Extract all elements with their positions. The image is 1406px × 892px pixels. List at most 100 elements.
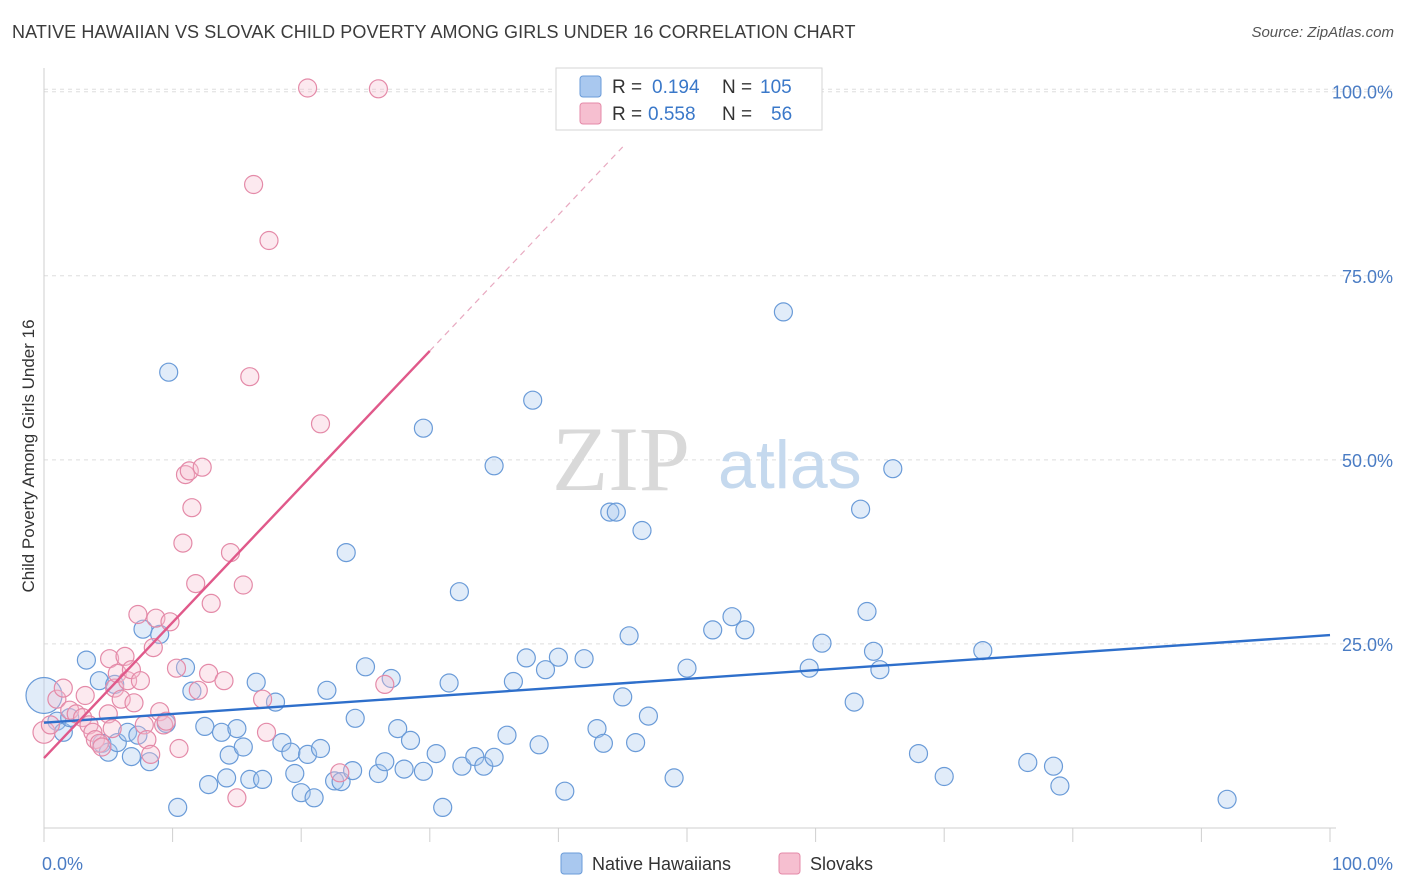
y-tick-label-3: 100.0% [1332, 83, 1393, 103]
native-hawaiian-point-85 [735, 620, 755, 640]
legend-r-value-1: 0.194 [652, 77, 700, 98]
native-hawaiian-point-84 [722, 607, 742, 627]
native-hawaiian-point-45 [355, 657, 376, 677]
native-hawaiian-point-37 [304, 788, 324, 808]
native-hawaiian-point-27 [233, 737, 253, 757]
native-hawaiian-point-39 [317, 680, 337, 700]
native-hawaiian-point-26 [227, 718, 247, 739]
native-hawaiian-point-57 [449, 582, 469, 602]
native-hawaiian-point-52 [413, 761, 433, 781]
native-hawaiian-point-55 [433, 797, 453, 818]
x-tick-label-0: 0.0% [42, 854, 83, 874]
slovak-point-53 [259, 230, 279, 251]
native-hawaiian-point-14 [139, 752, 160, 772]
slovak-point-57 [368, 79, 388, 99]
slovak-trendline-extension [429, 146, 624, 352]
slovak-point-12 [92, 737, 112, 757]
series-slovaks [32, 78, 395, 808]
native-hawaiian-point-11 [121, 746, 141, 767]
legend-r-label-2: R = [612, 104, 642, 125]
native-hawaiian-point-38 [310, 738, 331, 759]
slovak-point-35 [169, 738, 189, 759]
slovak-point-24 [130, 671, 150, 691]
slovak-point-9 [83, 722, 103, 742]
slovak-point-11 [89, 733, 109, 753]
native-hawaiian-point-78 [625, 732, 646, 753]
slovak-point-54 [298, 78, 318, 98]
legend-n-value-1: 105 [760, 77, 792, 98]
native-hawaiian-point-77 [619, 626, 639, 646]
trend-layer [43, 146, 1331, 759]
native-hawaiian-point-82 [677, 658, 697, 678]
native-hawaiian-point-96 [934, 766, 954, 787]
native-hawaiian-point-95 [908, 743, 929, 764]
slovak-point-22 [124, 693, 144, 713]
y-tick-label-2: 75.0% [1342, 267, 1393, 287]
native-hawaiian-point-0 [25, 676, 63, 715]
native-hawaiian-point-90 [850, 499, 871, 519]
native-hawaiian-point-23 [211, 722, 232, 742]
native-hawaiian-point-101 [1217, 789, 1237, 809]
slovak-point-15 [102, 718, 122, 739]
native-hawaiian-point-18 [168, 797, 188, 818]
native-hawaiian-point-46 [368, 763, 388, 784]
x-tick-label-1: 100.0% [1332, 854, 1393, 874]
native-hawaiian-point-92 [863, 641, 884, 661]
native-hawaiian-point-65 [516, 648, 536, 668]
slovak-point-36 [173, 533, 193, 553]
native-hawaiian-point-67 [529, 735, 549, 755]
tick-labels: 25.0% 50.0% 75.0% 100.0% 0.0% 100.0% [42, 83, 1393, 874]
native-hawaiian-point-94 [883, 459, 903, 479]
native-hawaiian-point-75 [606, 502, 626, 522]
slovak-trendline [43, 350, 431, 759]
slovak-point-46 [220, 542, 241, 563]
legend-swatch-native-hawaiians [579, 75, 602, 98]
bottom-legend: Native Hawaiians Slovaks [560, 852, 873, 875]
native-hawaiian-point-64 [503, 671, 524, 692]
slovak-point-27 [141, 744, 161, 765]
native-hawaiian-point-62 [484, 456, 504, 476]
native-hawaiian-point-68 [535, 660, 556, 680]
native-hawaiian-point-93 [870, 660, 890, 680]
slovak-point-39 [182, 498, 202, 518]
slovak-point-47 [227, 788, 247, 808]
native-hawaiian-point-86 [773, 302, 794, 322]
native-hawaiian-point-24 [217, 768, 237, 788]
slovak-point-56 [330, 763, 350, 783]
slovak-point-32 [156, 711, 176, 731]
native-hawaiian-point-97 [973, 640, 993, 661]
slovak-point-34 [166, 658, 187, 678]
y-tick-label-1: 50.0% [1342, 451, 1393, 471]
legend-n-value-2: 56 [771, 104, 792, 125]
native-hawaiian-trendline [43, 633, 1331, 724]
native-hawaiian-point-89 [844, 692, 864, 712]
native-hawaiian-point-69 [548, 647, 569, 667]
slovak-point-43 [199, 663, 219, 684]
watermark-zip: ZIP [552, 408, 690, 510]
native-hawaiian-point-49 [388, 718, 408, 739]
native-hawaiian-point-74 [600, 502, 620, 522]
bottom-legend-swatch-native-hawaiians [560, 852, 583, 875]
slovak-point-37 [175, 465, 196, 485]
watermark-atlas: atlas [718, 427, 862, 503]
native-hawaiian-point-51 [400, 730, 421, 751]
native-hawaiian-point-30 [253, 769, 273, 790]
legend-n-label-1: N = [722, 77, 752, 98]
slovak-point-55 [310, 414, 331, 434]
native-hawaiian-point-17 [159, 362, 179, 382]
slovak-point-48 [233, 575, 253, 595]
slovak-point-40 [186, 573, 206, 594]
slovak-point-1 [40, 715, 61, 735]
legend-r-label-1: R = [612, 77, 642, 98]
native-hawaiian-point-20 [182, 681, 202, 701]
slovak-point-51 [253, 689, 273, 709]
slovak-point-18 [111, 689, 131, 709]
slovak-point-2 [47, 689, 67, 709]
chart-source: Source: ZipAtlas.com [1251, 24, 1394, 41]
slovak-point-41 [188, 680, 208, 700]
native-hawaiian-point-100 [1050, 776, 1070, 796]
native-hawaiian-point-91 [857, 601, 877, 622]
slovak-point-31 [154, 715, 174, 735]
native-hawaiian-point-61 [484, 747, 504, 767]
